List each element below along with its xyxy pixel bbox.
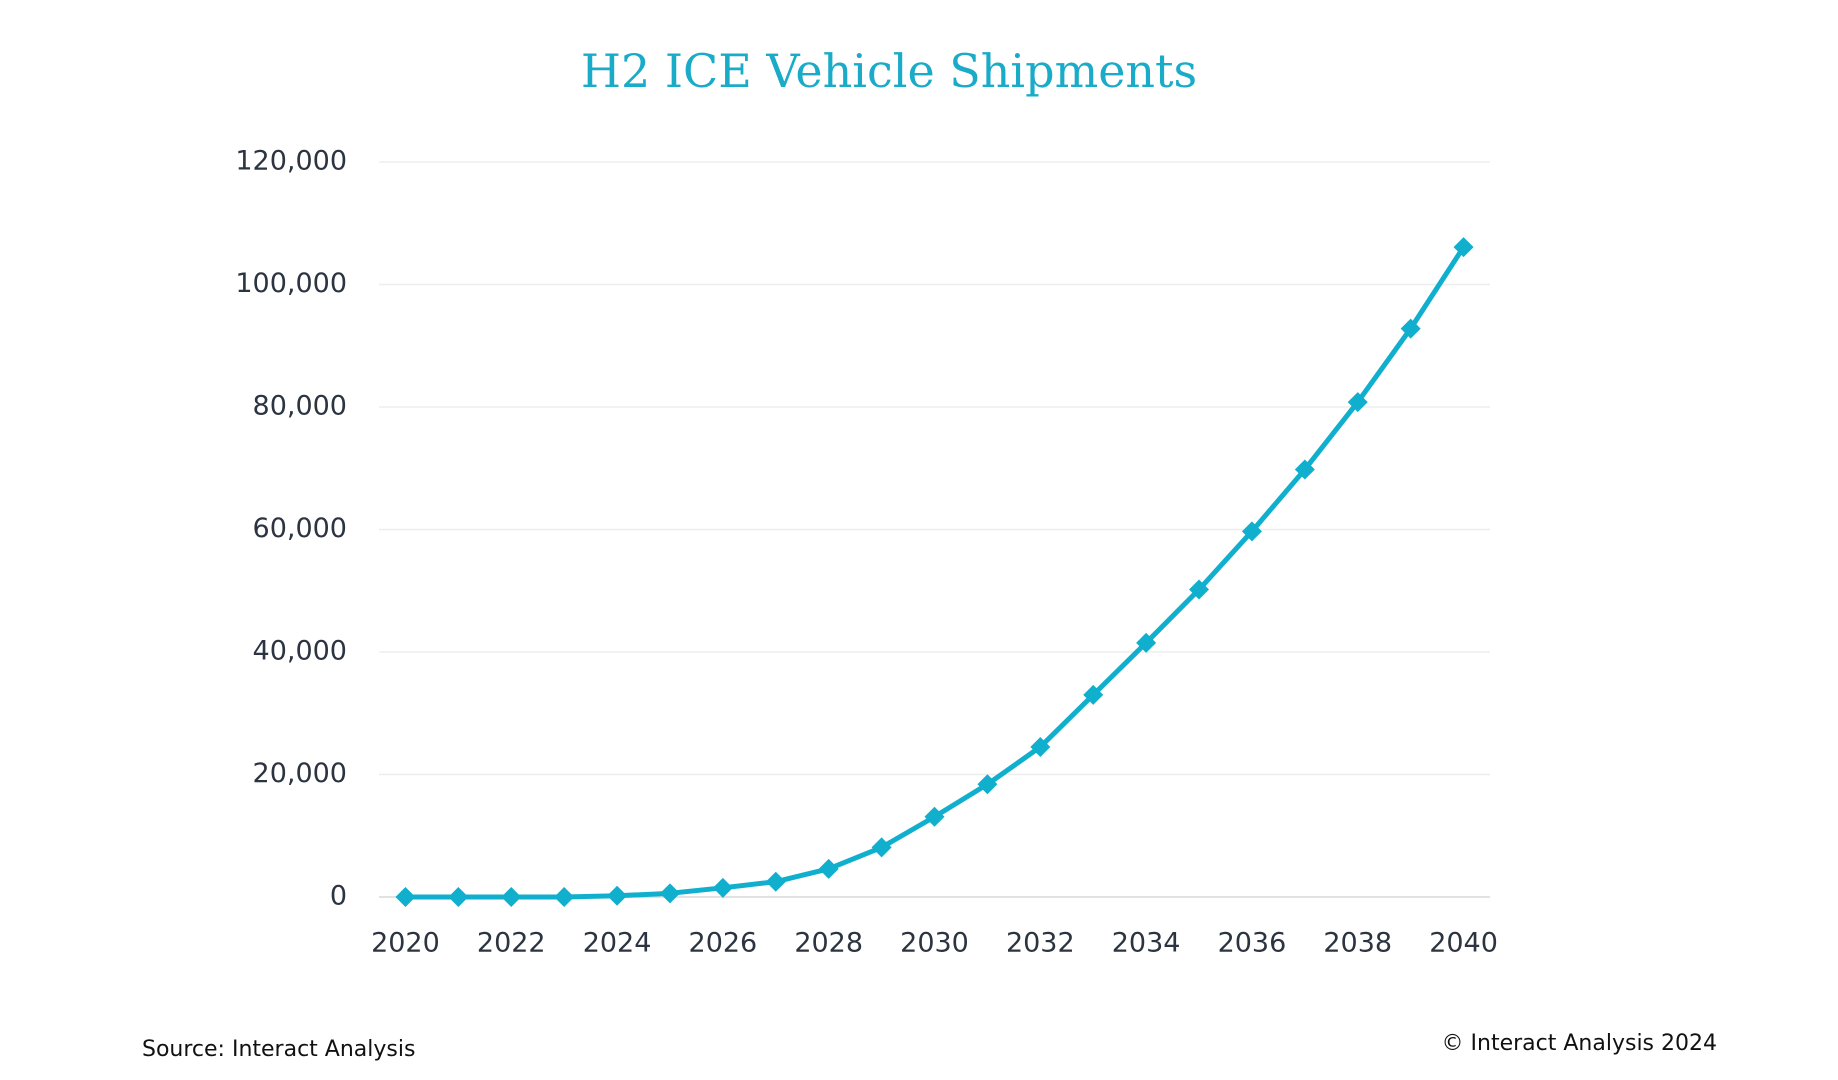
marker	[1400, 318, 1421, 339]
marker	[818, 858, 839, 879]
x-tick-label: 2020	[371, 928, 440, 959]
x-tick-label: 2038	[1323, 928, 1392, 959]
y-tick-label: 120,000	[235, 146, 347, 177]
y-tick-label: 0	[330, 881, 347, 912]
line	[405, 245, 1466, 900]
marker	[554, 887, 575, 907]
x-tick-label: 2032	[1006, 928, 1075, 959]
marker	[1083, 684, 1104, 705]
marker	[501, 887, 522, 907]
x-tick-label: 2022	[477, 928, 546, 959]
y-tick-label: 40,000	[253, 636, 347, 667]
marker	[1241, 521, 1262, 542]
marker	[659, 883, 680, 904]
x-tick-label: 2030	[900, 928, 969, 959]
marker	[871, 837, 892, 858]
marker	[924, 806, 945, 827]
chart-title: H2 ICE Vehicle Shipments	[581, 44, 1197, 98]
marker	[977, 774, 998, 795]
y-tick-label: 100,000	[235, 268, 347, 299]
marker	[1189, 579, 1210, 600]
x-tick-label: 2034	[1112, 928, 1181, 959]
marker	[1453, 237, 1474, 258]
marker	[1294, 459, 1315, 480]
x-tick-label: 2026	[689, 928, 758, 959]
x-tick-label: 2036	[1218, 928, 1287, 959]
marker	[607, 885, 628, 906]
marker	[765, 871, 786, 892]
marker	[395, 887, 416, 907]
x-tick-label: 2040	[1429, 928, 1498, 959]
marker	[448, 887, 469, 907]
y-tick-label: 20,000	[253, 758, 347, 789]
y-tick-label: 80,000	[253, 391, 347, 422]
marker	[712, 877, 733, 898]
y-tick-label: 60,000	[253, 513, 347, 544]
source: Source: Interact Analysis	[142, 1037, 415, 1062]
x-tick-label: 2024	[583, 928, 652, 959]
marker	[1030, 736, 1051, 757]
x-tick-label: 2028	[794, 928, 863, 959]
marker	[1136, 632, 1157, 653]
copyright: © Interact Analysis 2024	[1442, 1031, 1717, 1056]
marker	[1347, 392, 1368, 413]
